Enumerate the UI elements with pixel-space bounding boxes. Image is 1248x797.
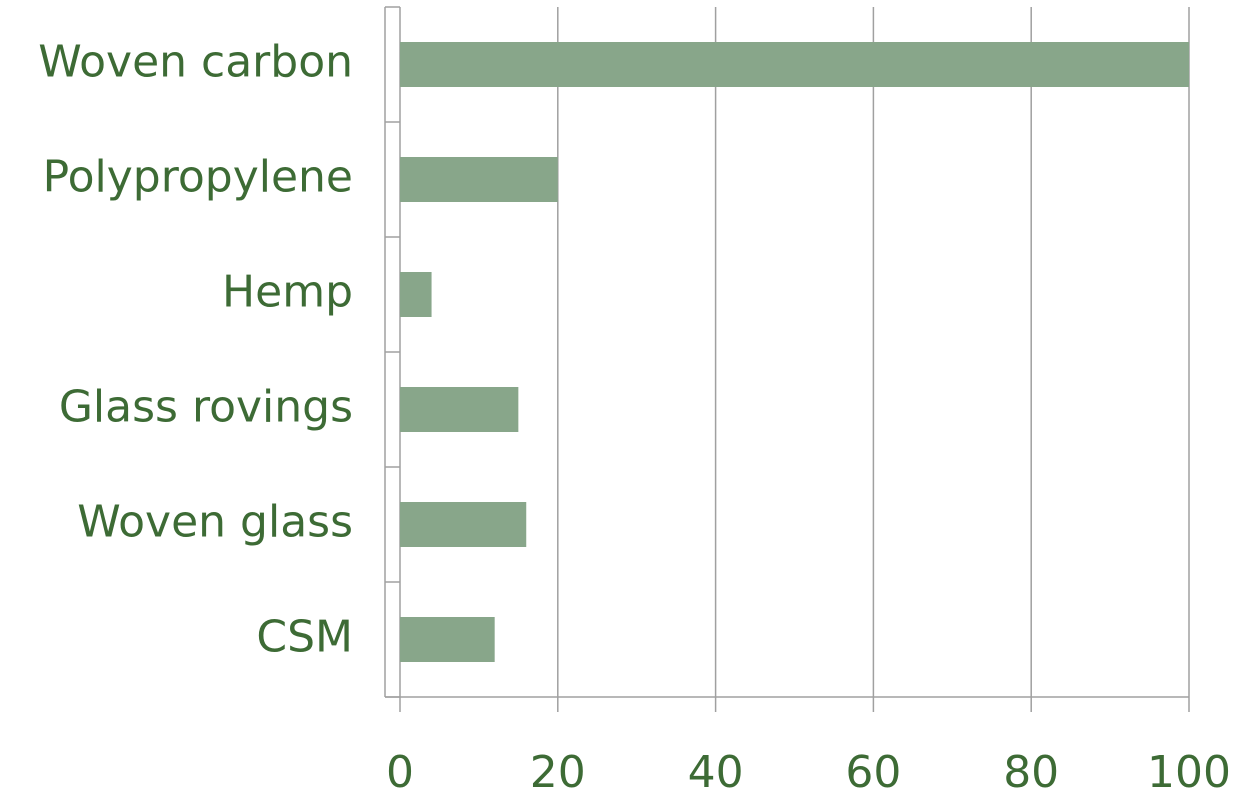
x-tick-label: 100 (1147, 747, 1231, 797)
x-tick-label: 40 (688, 747, 744, 797)
y-tick-label: Hemp (222, 267, 353, 318)
x-tick-label: 20 (530, 747, 586, 797)
y-tick-label: Polypropylene (43, 152, 353, 203)
y-tick-label: CSM (256, 612, 353, 663)
y-tick-label: Glass rovings (59, 382, 353, 433)
y-tick-label: Woven carbon (38, 37, 353, 88)
bar (400, 387, 519, 432)
x-tick-label: 0 (386, 747, 414, 797)
bar (400, 272, 432, 317)
x-tick-label: 60 (845, 747, 901, 797)
x-tick-label: 80 (1003, 747, 1059, 797)
bar (400, 157, 558, 202)
bar (400, 42, 1189, 87)
y-tick-label: Woven glass (77, 497, 353, 548)
bar (400, 502, 527, 547)
bar (400, 617, 495, 662)
